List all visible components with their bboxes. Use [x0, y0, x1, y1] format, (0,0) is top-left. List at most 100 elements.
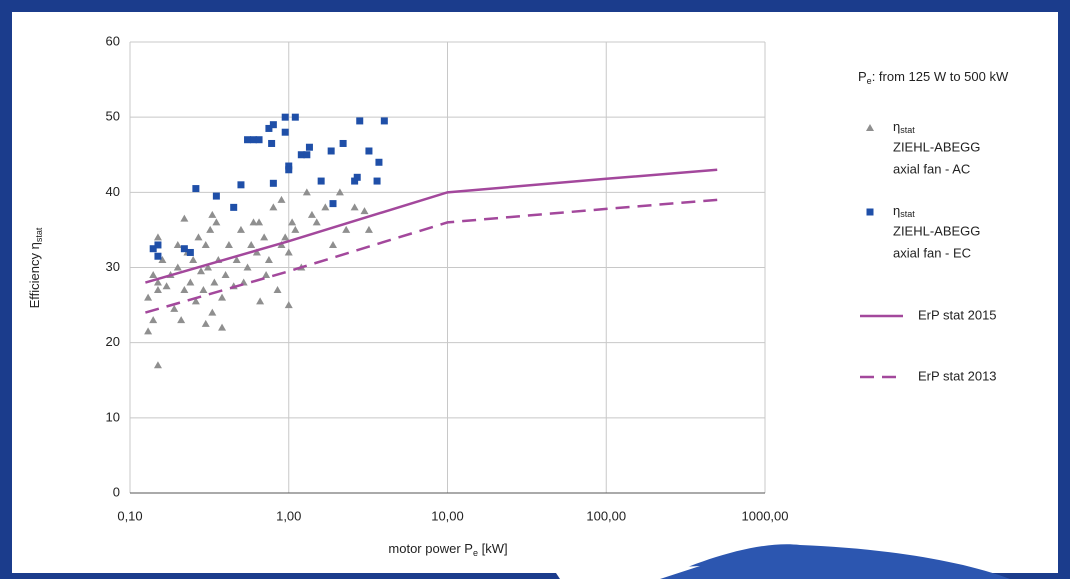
- point: [236, 225, 245, 233]
- panel-corner: [556, 566, 700, 579]
- point: [264, 255, 273, 263]
- point: [250, 136, 258, 144]
- point: [284, 301, 293, 309]
- legend-label: axial fan - AC: [893, 161, 970, 176]
- point: [192, 185, 200, 193]
- point: [356, 117, 364, 125]
- point: [350, 203, 359, 211]
- legend-marker: [866, 208, 874, 216]
- point: [262, 271, 271, 279]
- y-axis-label-sub: stat: [34, 227, 44, 242]
- point: [305, 143, 313, 151]
- point: [327, 147, 335, 155]
- point: [243, 263, 252, 271]
- line: [145, 168, 718, 284]
- point: [288, 218, 297, 226]
- x-tick-label: 10,00: [431, 508, 464, 523]
- point: [273, 286, 282, 294]
- point: [212, 192, 220, 200]
- x-axis-label-sub: e: [473, 548, 478, 558]
- fan-graphic: [660, 544, 1010, 579]
- point: [255, 136, 263, 144]
- point: [365, 147, 373, 155]
- point: [364, 225, 373, 233]
- point: [285, 166, 293, 174]
- point: [210, 278, 219, 286]
- legend-symbol-sub: stat: [900, 125, 915, 135]
- point: [329, 200, 337, 208]
- point: [268, 139, 276, 147]
- point: [208, 308, 217, 316]
- point: [218, 293, 227, 301]
- point: [191, 297, 200, 305]
- point: [196, 267, 205, 275]
- x-axis-label-tail: [kW]: [478, 541, 508, 556]
- point: [297, 151, 305, 159]
- point: [218, 323, 227, 331]
- y-tick-label: 30: [106, 259, 120, 274]
- point: [307, 210, 316, 218]
- legend-label: ZIEHL-ABEGG: [893, 223, 980, 238]
- panel: [12, 12, 1058, 573]
- point: [208, 210, 217, 218]
- point: [204, 263, 213, 271]
- frame-right: [1058, 0, 1070, 579]
- point: [321, 203, 330, 211]
- y-tick-label: 60: [106, 33, 120, 48]
- point: [269, 121, 277, 129]
- y-tick-label: 20: [106, 334, 120, 349]
- point: [149, 245, 157, 253]
- point: [360, 207, 369, 215]
- y-tick-label: 50: [106, 109, 120, 124]
- point: [335, 188, 344, 196]
- x-axis-label-main: motor power P: [388, 541, 473, 556]
- point: [206, 225, 215, 233]
- point: [285, 162, 293, 170]
- point: [373, 177, 381, 185]
- point: [149, 271, 158, 279]
- point: [201, 240, 210, 248]
- point: [221, 271, 230, 279]
- legend-title: Pe: from 125 W to 500 kW: [858, 69, 1009, 86]
- point: [144, 293, 153, 301]
- point: [269, 203, 278, 211]
- point: [173, 240, 182, 248]
- point: [281, 128, 289, 136]
- point: [353, 173, 361, 181]
- point: [144, 327, 153, 335]
- legend-marker: [866, 124, 874, 131]
- point: [180, 245, 188, 253]
- point: [269, 179, 277, 187]
- point: [342, 225, 351, 233]
- point: [351, 177, 359, 185]
- legend-label: axial fan - EC: [893, 245, 971, 260]
- y-axis-label-main: Efficiency η: [27, 242, 42, 308]
- point: [180, 214, 189, 222]
- point: [252, 248, 261, 256]
- point: [186, 248, 194, 256]
- y-tick-label: 40: [106, 184, 120, 199]
- legend-label: ηstat: [893, 203, 915, 219]
- point: [260, 233, 269, 241]
- point: [173, 263, 182, 271]
- point: [189, 255, 198, 263]
- point: [339, 139, 347, 147]
- point: [199, 286, 208, 294]
- x-tick-label: 0,10: [117, 508, 142, 523]
- point: [186, 278, 195, 286]
- point: [265, 124, 273, 132]
- point: [247, 240, 256, 248]
- point: [153, 278, 162, 286]
- point: [281, 113, 289, 121]
- point: [329, 240, 338, 248]
- point: [291, 225, 300, 233]
- x-tick-label: 1,00: [276, 508, 301, 523]
- point: [281, 233, 290, 241]
- x-tick-label: 100,00: [586, 508, 626, 523]
- point: [380, 117, 388, 125]
- point: [153, 361, 162, 369]
- point: [291, 113, 299, 121]
- point: [312, 218, 321, 226]
- point: [177, 316, 186, 324]
